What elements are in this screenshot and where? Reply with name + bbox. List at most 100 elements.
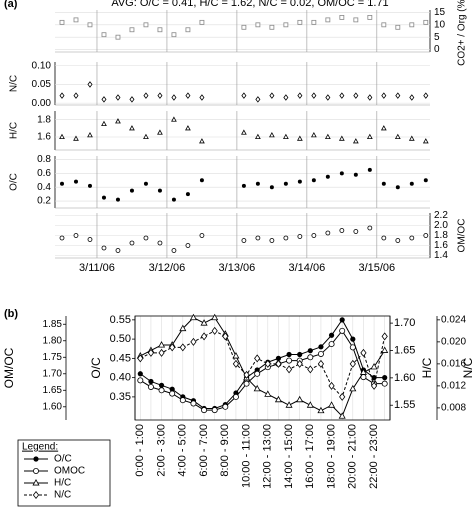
y-tick-label: 0.35 — [110, 391, 131, 403]
marker — [241, 92, 247, 99]
marker — [395, 185, 400, 190]
marker — [283, 235, 289, 241]
marker — [423, 92, 429, 99]
marker — [306, 401, 314, 408]
x-tick-label: 3/12/06 — [149, 262, 186, 274]
marker — [241, 24, 247, 30]
marker — [338, 412, 346, 419]
marker — [143, 133, 149, 140]
y-axis-label: CO2+ / Org (%) — [457, 0, 468, 66]
marker — [32, 479, 40, 486]
marker — [201, 407, 208, 414]
marker — [73, 92, 79, 99]
marker — [423, 178, 428, 183]
marker — [296, 359, 303, 368]
marker — [158, 387, 165, 394]
y-axis-label: N/C — [461, 357, 474, 378]
marker — [185, 92, 191, 99]
marker — [283, 181, 288, 186]
marker — [366, 133, 373, 140]
marker — [339, 228, 345, 233]
marker — [422, 138, 429, 144]
marker — [232, 352, 240, 359]
marker — [311, 233, 317, 238]
y-tick-label: 2.2 — [434, 210, 448, 221]
marker — [370, 381, 378, 390]
marker — [101, 32, 107, 38]
y-tick-label: 1.60 — [43, 401, 63, 412]
marker — [317, 350, 324, 357]
marker — [171, 197, 176, 202]
marker — [232, 359, 240, 368]
marker — [157, 92, 163, 99]
marker — [158, 382, 165, 388]
marker — [339, 15, 345, 20]
marker — [283, 94, 289, 101]
marker — [199, 138, 205, 144]
y-tick-label: 0.012 — [441, 381, 466, 392]
marker — [129, 240, 135, 246]
marker — [59, 133, 65, 140]
marker — [185, 27, 191, 33]
marker — [115, 118, 121, 124]
marker — [73, 179, 78, 184]
marker — [423, 233, 429, 238]
marker — [296, 395, 304, 403]
marker — [325, 174, 330, 179]
x-tick-label: 3/15/06 — [358, 262, 395, 274]
marker — [87, 132, 93, 138]
marker — [101, 245, 107, 251]
marker — [101, 195, 106, 200]
marker — [254, 370, 261, 377]
marker — [169, 343, 176, 352]
marker — [382, 375, 388, 381]
marker — [129, 96, 135, 103]
marker — [179, 397, 186, 404]
marker — [232, 393, 239, 400]
marker — [285, 365, 293, 374]
marker — [395, 24, 401, 30]
marker — [311, 19, 317, 25]
marker — [185, 125, 191, 131]
marker — [296, 135, 303, 141]
marker — [199, 178, 204, 183]
marker — [157, 27, 163, 33]
marker — [143, 235, 149, 241]
marker — [408, 135, 415, 141]
marker — [359, 368, 367, 375]
marker — [367, 225, 373, 231]
y-tick-label: 0.2 — [37, 196, 51, 207]
marker — [189, 313, 197, 321]
marker — [157, 129, 163, 135]
marker — [255, 181, 260, 186]
marker — [222, 403, 229, 410]
series-line — [140, 318, 385, 409]
marker — [353, 172, 358, 177]
y-tick-label: 0.008 — [441, 403, 466, 414]
marker — [328, 332, 335, 338]
y-tick-label: 1.60 — [394, 372, 415, 384]
marker — [360, 348, 367, 357]
marker — [179, 324, 187, 332]
marker — [32, 490, 40, 500]
marker — [169, 386, 175, 392]
y-tick-label: 0.020 — [441, 337, 466, 348]
x-tick-label: 8:00 - 9:00 — [219, 424, 231, 477]
y-tick-label: 1.55 — [394, 399, 415, 411]
y-tick-label: 15 — [434, 7, 446, 18]
marker — [199, 19, 205, 25]
y-tick-label: 0.10 — [32, 60, 52, 71]
marker — [285, 401, 293, 408]
marker — [275, 359, 282, 368]
marker — [324, 133, 331, 140]
marker — [171, 116, 177, 122]
marker — [148, 378, 154, 385]
marker — [87, 237, 93, 242]
marker — [115, 248, 121, 253]
marker — [147, 348, 155, 357]
marker — [339, 92, 345, 99]
marker — [169, 390, 176, 397]
marker — [381, 22, 387, 28]
marker — [297, 19, 303, 25]
marker — [395, 92, 401, 99]
